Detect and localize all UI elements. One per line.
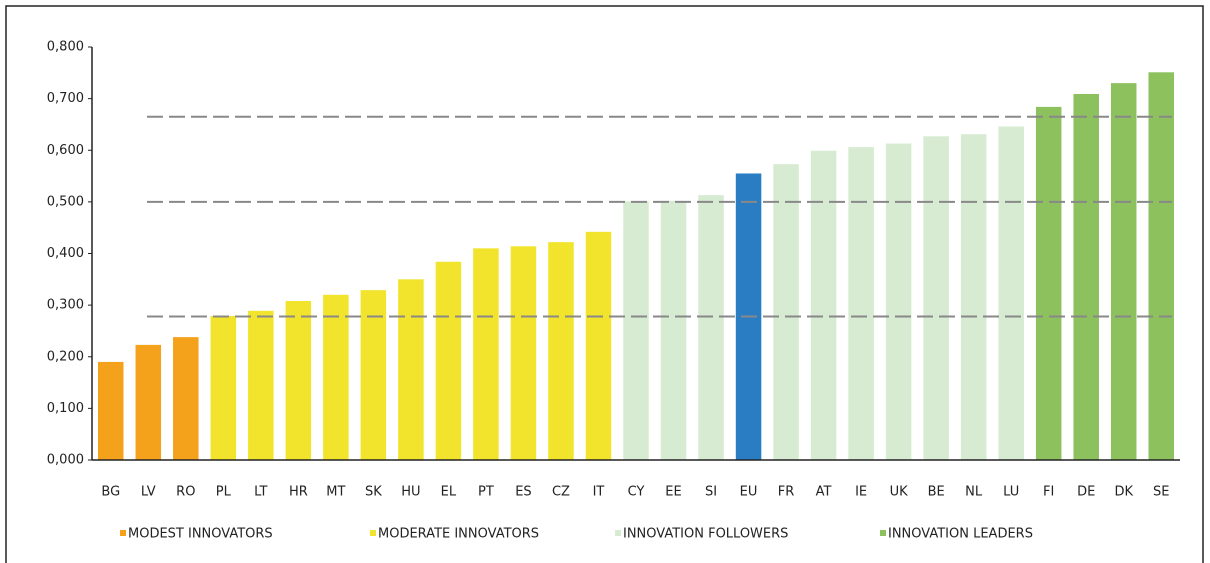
bar bbox=[773, 164, 799, 460]
bar bbox=[885, 143, 912, 460]
x-tick-label: SE bbox=[1153, 485, 1169, 500]
x-tick-label: EU bbox=[740, 485, 758, 500]
y-tick-label: 0,800 bbox=[47, 40, 84, 55]
y-tick-label: 0,300 bbox=[47, 298, 84, 313]
x-tick-label: RO bbox=[176, 485, 195, 500]
bar bbox=[1073, 93, 1099, 460]
legend-swatch bbox=[120, 530, 126, 536]
frame bbox=[5, 5, 1204, 563]
x-tick-label: MT bbox=[326, 485, 345, 500]
x-tick-label: HR bbox=[289, 485, 308, 500]
bar bbox=[998, 126, 1024, 460]
y-tick-label: 0,700 bbox=[47, 91, 84, 106]
y-tick-label: 0,600 bbox=[47, 143, 84, 158]
x-tick-label: BG bbox=[101, 485, 120, 500]
x-tick-label: PT bbox=[478, 485, 494, 500]
x-tick-label: HU bbox=[401, 485, 420, 500]
x-tick-label: SI bbox=[705, 485, 717, 500]
x-tick-label: SK bbox=[365, 485, 382, 500]
bar bbox=[698, 195, 724, 460]
bar bbox=[1035, 106, 1062, 460]
x-tick-label: EE bbox=[665, 485, 681, 500]
x-tick-label: IT bbox=[593, 485, 605, 500]
y-tick-label: 0,000 bbox=[47, 453, 84, 468]
x-tick-label: EL bbox=[441, 485, 457, 500]
x-tick-label: LT bbox=[254, 485, 267, 500]
x-tick-label: IE bbox=[855, 485, 867, 500]
bar bbox=[923, 136, 949, 460]
y-tick-label: 0,500 bbox=[47, 194, 84, 209]
bar bbox=[1148, 72, 1174, 460]
x-tick-label: DK bbox=[1114, 485, 1133, 500]
bar bbox=[1110, 83, 1137, 460]
bar bbox=[510, 246, 537, 460]
legend-swatch bbox=[370, 530, 376, 536]
x-tick-label: NL bbox=[965, 485, 983, 500]
bar bbox=[398, 279, 424, 460]
x-tick-label: LU bbox=[1003, 485, 1019, 500]
bar bbox=[810, 150, 837, 461]
legend-swatch bbox=[615, 530, 621, 536]
bar bbox=[960, 134, 987, 460]
bar bbox=[548, 242, 574, 460]
bar bbox=[473, 248, 499, 460]
bar bbox=[98, 361, 124, 460]
legend-label: MODERATE INNOVATORS bbox=[378, 527, 539, 542]
x-tick-label: PL bbox=[216, 485, 232, 500]
legend-label: INNOVATION FOLLOWERS bbox=[623, 527, 788, 542]
x-tick-label: FI bbox=[1043, 485, 1054, 500]
bar bbox=[173, 337, 199, 460]
bar bbox=[623, 201, 649, 460]
bar bbox=[323, 294, 349, 460]
legend-swatch bbox=[880, 530, 886, 536]
y-tick-label: 0,200 bbox=[47, 349, 84, 364]
y-tick-label: 0,400 bbox=[47, 246, 84, 261]
bar bbox=[248, 310, 274, 460]
x-tick-label: AT bbox=[816, 485, 832, 500]
x-tick-label: UK bbox=[890, 485, 909, 500]
x-tick-label: ES bbox=[515, 485, 531, 500]
x-tick-label: CZ bbox=[552, 485, 570, 500]
bar bbox=[285, 300, 312, 460]
legend-label: INNOVATION LEADERS bbox=[888, 527, 1033, 542]
bar bbox=[848, 147, 874, 460]
x-tick-label: DE bbox=[1077, 485, 1095, 500]
x-tick-label: FR bbox=[778, 485, 795, 500]
bar bbox=[585, 231, 612, 460]
bar bbox=[210, 315, 237, 460]
legend-label: MODEST INNOVATORS bbox=[128, 527, 273, 542]
x-tick-label: CY bbox=[628, 485, 645, 500]
x-tick-label: LV bbox=[141, 485, 156, 500]
bar bbox=[435, 261, 462, 460]
x-tick-label: BE bbox=[928, 485, 945, 500]
bar bbox=[660, 200, 687, 460]
bar bbox=[135, 344, 162, 460]
bar bbox=[360, 290, 387, 460]
y-tick-label: 0,100 bbox=[47, 401, 84, 416]
